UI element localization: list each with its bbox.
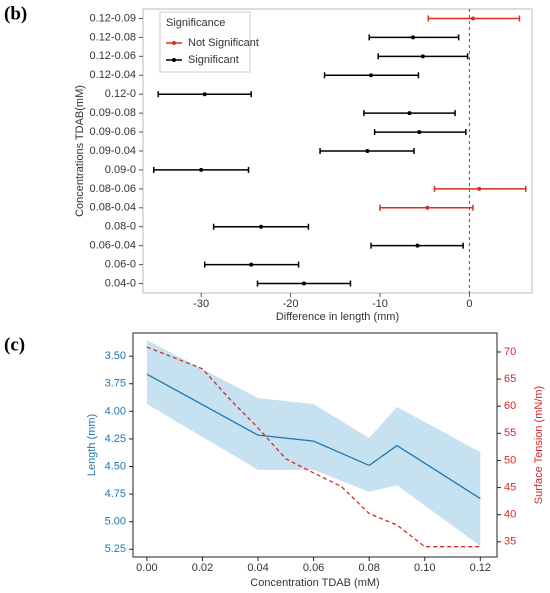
- point: [365, 149, 370, 153]
- x-tick-label: 0: [466, 298, 472, 310]
- y-tick-label: 0.12-0.04: [90, 69, 136, 81]
- point: [369, 73, 374, 78]
- x-tick-label: -10: [372, 298, 388, 310]
- y-tick-label: 0.08-0.06: [90, 183, 136, 195]
- y2-tick-label: 65: [504, 373, 516, 385]
- y-tick-label: 0.12-0.08: [90, 31, 136, 43]
- y-tick-label: 0.12-0.09: [90, 12, 136, 24]
- y-tick-label: 0.09-0.08: [90, 107, 136, 119]
- y2-tick-label: 40: [504, 509, 516, 521]
- y-tick-label: 5.00: [105, 516, 126, 528]
- y-tick-label: 0.09-0: [105, 164, 136, 176]
- plot-frame: [132, 332, 498, 558]
- x-tick-label: 0.10: [414, 562, 435, 574]
- panel-label: (c): [4, 334, 25, 355]
- y-tick-label: 4.00: [105, 405, 126, 417]
- panel-label: (b): [4, 3, 27, 24]
- line: [146, 373, 481, 500]
- point: [199, 167, 204, 172]
- y-tick-label: 0.12-0.06: [90, 50, 136, 62]
- x-tick-label: 0.02: [192, 562, 213, 574]
- y2-tick-label: 35: [504, 536, 516, 548]
- point: [249, 262, 254, 267]
- y-axis-label: Length (mm): [86, 414, 98, 476]
- x-tick-label: 0.08: [358, 562, 379, 574]
- y-tick-label: 0.06-0.04: [90, 240, 136, 252]
- point: [420, 54, 425, 59]
- y-tick-label: 0.09-0.04: [90, 145, 136, 157]
- y-tick-label: 5.25: [105, 543, 126, 555]
- y2-tick-label: 70: [504, 346, 516, 358]
- x-tick-label: 0.12: [470, 562, 491, 574]
- legend-label: Significant: [188, 54, 239, 66]
- y-tick-label: 0.04-0: [105, 277, 136, 289]
- point: [202, 92, 207, 97]
- x-axis-label: Concentration TDAB (mM): [250, 577, 379, 589]
- y-tick-label: 3.50: [105, 350, 126, 362]
- y-tick-label: 0.06-0: [105, 259, 136, 271]
- point: [477, 186, 482, 191]
- y-tick-label: 4.25: [105, 433, 126, 445]
- point: [417, 130, 422, 135]
- y-axis-label: Concentrations TDAB(mM): [74, 85, 86, 217]
- y-tick-label: 4.75: [105, 488, 126, 500]
- x-axis-label: Difference in length (mm): [276, 311, 399, 323]
- x-tick-label: 0.00: [136, 562, 157, 574]
- y2-tick-label: 45: [504, 481, 516, 493]
- y-tick-label: 3.75: [105, 378, 126, 390]
- point: [411, 35, 416, 40]
- y2-axis-label: Surface Tension (mN/m): [533, 386, 545, 504]
- legend-swatch: [172, 58, 176, 62]
- y-tick-label: 0.08-0: [105, 221, 136, 233]
- y-tick-label: 0.08-0.04: [90, 202, 136, 214]
- point: [407, 111, 412, 116]
- point: [259, 224, 264, 229]
- x-tick-label: -20: [283, 298, 299, 310]
- y-tick-label: 4.50: [105, 460, 126, 472]
- y-tick-label: 0.09-0.06: [90, 126, 136, 138]
- point: [425, 205, 430, 210]
- point: [301, 281, 306, 286]
- legend-title: Significance: [166, 17, 225, 29]
- x-tick-label: 0.04: [247, 562, 268, 574]
- x-tick-label: -30: [193, 298, 209, 310]
- confidence-band: [146, 340, 481, 546]
- y2-tick-label: 50: [504, 454, 516, 466]
- legend-label: Not Significant: [188, 37, 259, 49]
- point: [470, 16, 475, 21]
- line: [146, 346, 481, 548]
- y2-tick-label: 55: [504, 427, 516, 439]
- legend-swatch: [172, 41, 176, 45]
- point: [415, 243, 420, 248]
- y2-tick-label: 60: [504, 400, 516, 412]
- x-tick-label: 0.06: [303, 562, 324, 574]
- y-tick-label: 0.12-0: [105, 88, 136, 100]
